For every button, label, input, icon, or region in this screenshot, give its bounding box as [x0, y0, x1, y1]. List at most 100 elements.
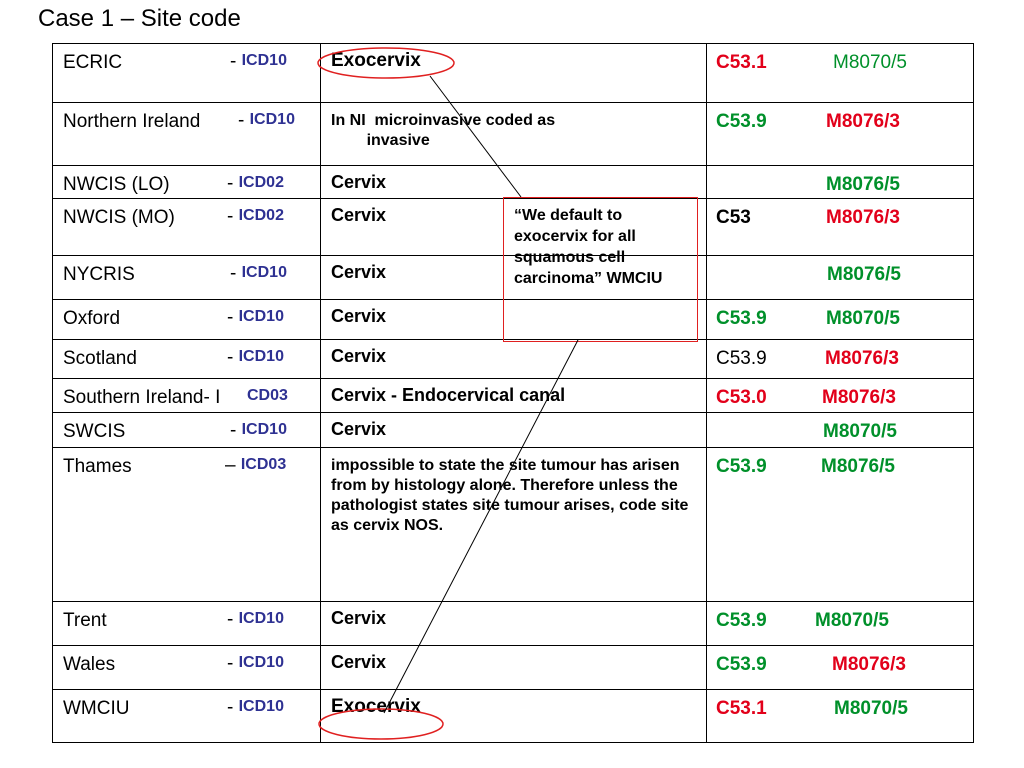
- registry-cell: Southern Ireland- I CD03: [52, 378, 321, 413]
- registry-name: Trent: [63, 610, 107, 631]
- morphology-code: M8070/5: [823, 421, 897, 442]
- icd-version: - ICD10: [227, 609, 284, 631]
- icd-label: ICD10: [241, 421, 287, 438]
- site-cell: Cervix: [320, 165, 707, 199]
- topography-code: C53.1: [716, 52, 767, 73]
- code-cell: M8076/5: [706, 255, 974, 300]
- slide-title: Case 1 – Site code: [38, 5, 241, 32]
- icd-version: - ICD10: [227, 697, 284, 719]
- registry-name: NWCIS (LO): [63, 174, 170, 195]
- callout-connector-top: [429, 75, 522, 198]
- icd-version: - ICD10: [238, 110, 295, 132]
- icd-version: - ICD10: [230, 420, 287, 442]
- icd-separator: -: [227, 347, 234, 368]
- table-row: NYCRIS - ICD10 Cervix M8076/5: [52, 255, 974, 300]
- icd-label: ICD10: [241, 52, 287, 69]
- table-row: NWCIS (LO) - ICD02 Cervix M8076/5: [52, 165, 974, 199]
- code-cell: C53 M8076/3: [706, 198, 974, 256]
- icd-label: CD03: [247, 387, 288, 404]
- icd-label: ICD02: [238, 207, 284, 224]
- site-cell: Cervix: [320, 299, 707, 340]
- callout-box: [503, 197, 698, 342]
- topography-code: C53.9: [716, 308, 767, 329]
- registry-name: Oxford: [63, 308, 121, 329]
- icd-label: ICD10: [238, 348, 284, 365]
- exocervix-bottom-highlight: [318, 708, 444, 740]
- callout-connector-bottom: [383, 339, 579, 714]
- icd-label: ICD10: [238, 654, 284, 671]
- site-text: impossible to state the site tumour has …: [331, 457, 689, 534]
- site-text: Cervix: [331, 346, 387, 366]
- registry-cell: SWCIS - ICD10: [52, 412, 321, 448]
- site-cell: In NI microinvasive coded as invasive: [320, 102, 707, 166]
- icd-label: ICD03: [240, 456, 287, 473]
- icd-version: - ICD10: [227, 653, 284, 675]
- icd-separator: -: [227, 206, 234, 227]
- topography-code: C53: [716, 207, 751, 228]
- morphology-code: M8076/3: [826, 111, 900, 132]
- site-text: Exocervix: [331, 50, 421, 71]
- code-cell: C53.9 M8076/5: [706, 447, 974, 602]
- icd-label: ICD10: [241, 264, 287, 281]
- table-row: WMCIU - ICD10 Exocervix C53.1 M8070/5: [52, 689, 974, 743]
- registry-name: Scotland: [63, 348, 137, 369]
- topography-code: C53.9: [716, 654, 767, 675]
- exocervix-top-highlight: [317, 47, 455, 79]
- icd-version: - ICD02: [227, 206, 284, 228]
- site-cell: Cervix: [320, 645, 707, 690]
- icd-separator: -: [227, 307, 234, 328]
- icd-label: ICD10: [238, 698, 284, 715]
- icd-version: - ICD10: [230, 263, 287, 285]
- topography-code: C53.9: [716, 610, 767, 631]
- table-row: Thames – ICD03 impossible to state the sit…: [52, 447, 974, 602]
- table-row: Scotland - ICD10 Cervix C53.9 M8076/3: [52, 339, 974, 379]
- code-cell: C53.9 M8076/3: [706, 645, 974, 690]
- table-row: Northern Ireland - ICD10 In NI microinvasi…: [52, 102, 974, 166]
- site-text: Cervix: [331, 172, 387, 192]
- registry-cell: Oxford - ICD10: [52, 299, 321, 340]
- code-cell: C53.1 M8070/5: [706, 43, 974, 103]
- registry-cell: Wales - ICD10: [52, 645, 321, 690]
- morphology-code: M8076/5: [821, 456, 895, 477]
- site-cell: Exocervix: [320, 689, 707, 743]
- site-text: Exocervix: [331, 696, 421, 717]
- site-text: In NI microinvasive coded as invasive: [331, 112, 556, 149]
- code-cell: C53.1 M8070/5: [706, 689, 974, 743]
- site-text: Cervix: [331, 608, 387, 628]
- registry-name: WMCIU: [63, 698, 130, 719]
- icd-label: ICD10: [238, 610, 284, 627]
- table-row: Wales - ICD10 Cervix C53.9 M8076/3: [52, 645, 974, 690]
- site-text: Cervix: [331, 262, 387, 282]
- site-cell: Cervix: [320, 255, 707, 300]
- morphology-code: M8076/5: [826, 174, 900, 195]
- registry-name: Southern Ireland- I: [63, 387, 221, 408]
- table-row: Oxford - ICD10 Cervix C53.9 M8070/5: [52, 299, 974, 340]
- registry-name: SWCIS: [63, 421, 126, 442]
- icd-label: ICD10: [238, 308, 284, 325]
- icd-version: – ICD03: [225, 455, 286, 477]
- topography-code: C53.0: [716, 387, 767, 408]
- morphology-code: M8076/3: [825, 348, 899, 369]
- topography-code: C53.9: [716, 348, 767, 369]
- code-cell: M8076/5: [706, 165, 974, 199]
- registry-name: Thames: [63, 456, 132, 477]
- icd-separator: -: [227, 173, 234, 194]
- table-row: Trent - ICD10 Cervix C53.9 M8070/5: [52, 601, 974, 646]
- site-text: Cervix - Endocervical canal: [331, 385, 566, 405]
- icd-version: CD03: [247, 386, 288, 408]
- icd-version: - ICD02: [227, 173, 284, 195]
- registry-cell: NYCRIS - ICD10: [52, 255, 321, 300]
- registry-name: NYCRIS: [63, 264, 135, 285]
- code-cell: C53.9 M8070/5: [706, 299, 974, 340]
- morphology-code: M8076/3: [826, 207, 900, 228]
- code-cell: C53.9 M8070/5: [706, 601, 974, 646]
- morphology-code: M8070/5: [833, 52, 907, 73]
- icd-version: - ICD10: [227, 307, 284, 329]
- icd-separator: –: [225, 455, 236, 476]
- morphology-code: M8070/5: [826, 308, 900, 329]
- site-cell: Exocervix: [320, 43, 707, 103]
- icd-label: ICD10: [249, 111, 295, 128]
- site-text: Cervix: [331, 419, 387, 439]
- site-cell: Cervix: [320, 601, 707, 646]
